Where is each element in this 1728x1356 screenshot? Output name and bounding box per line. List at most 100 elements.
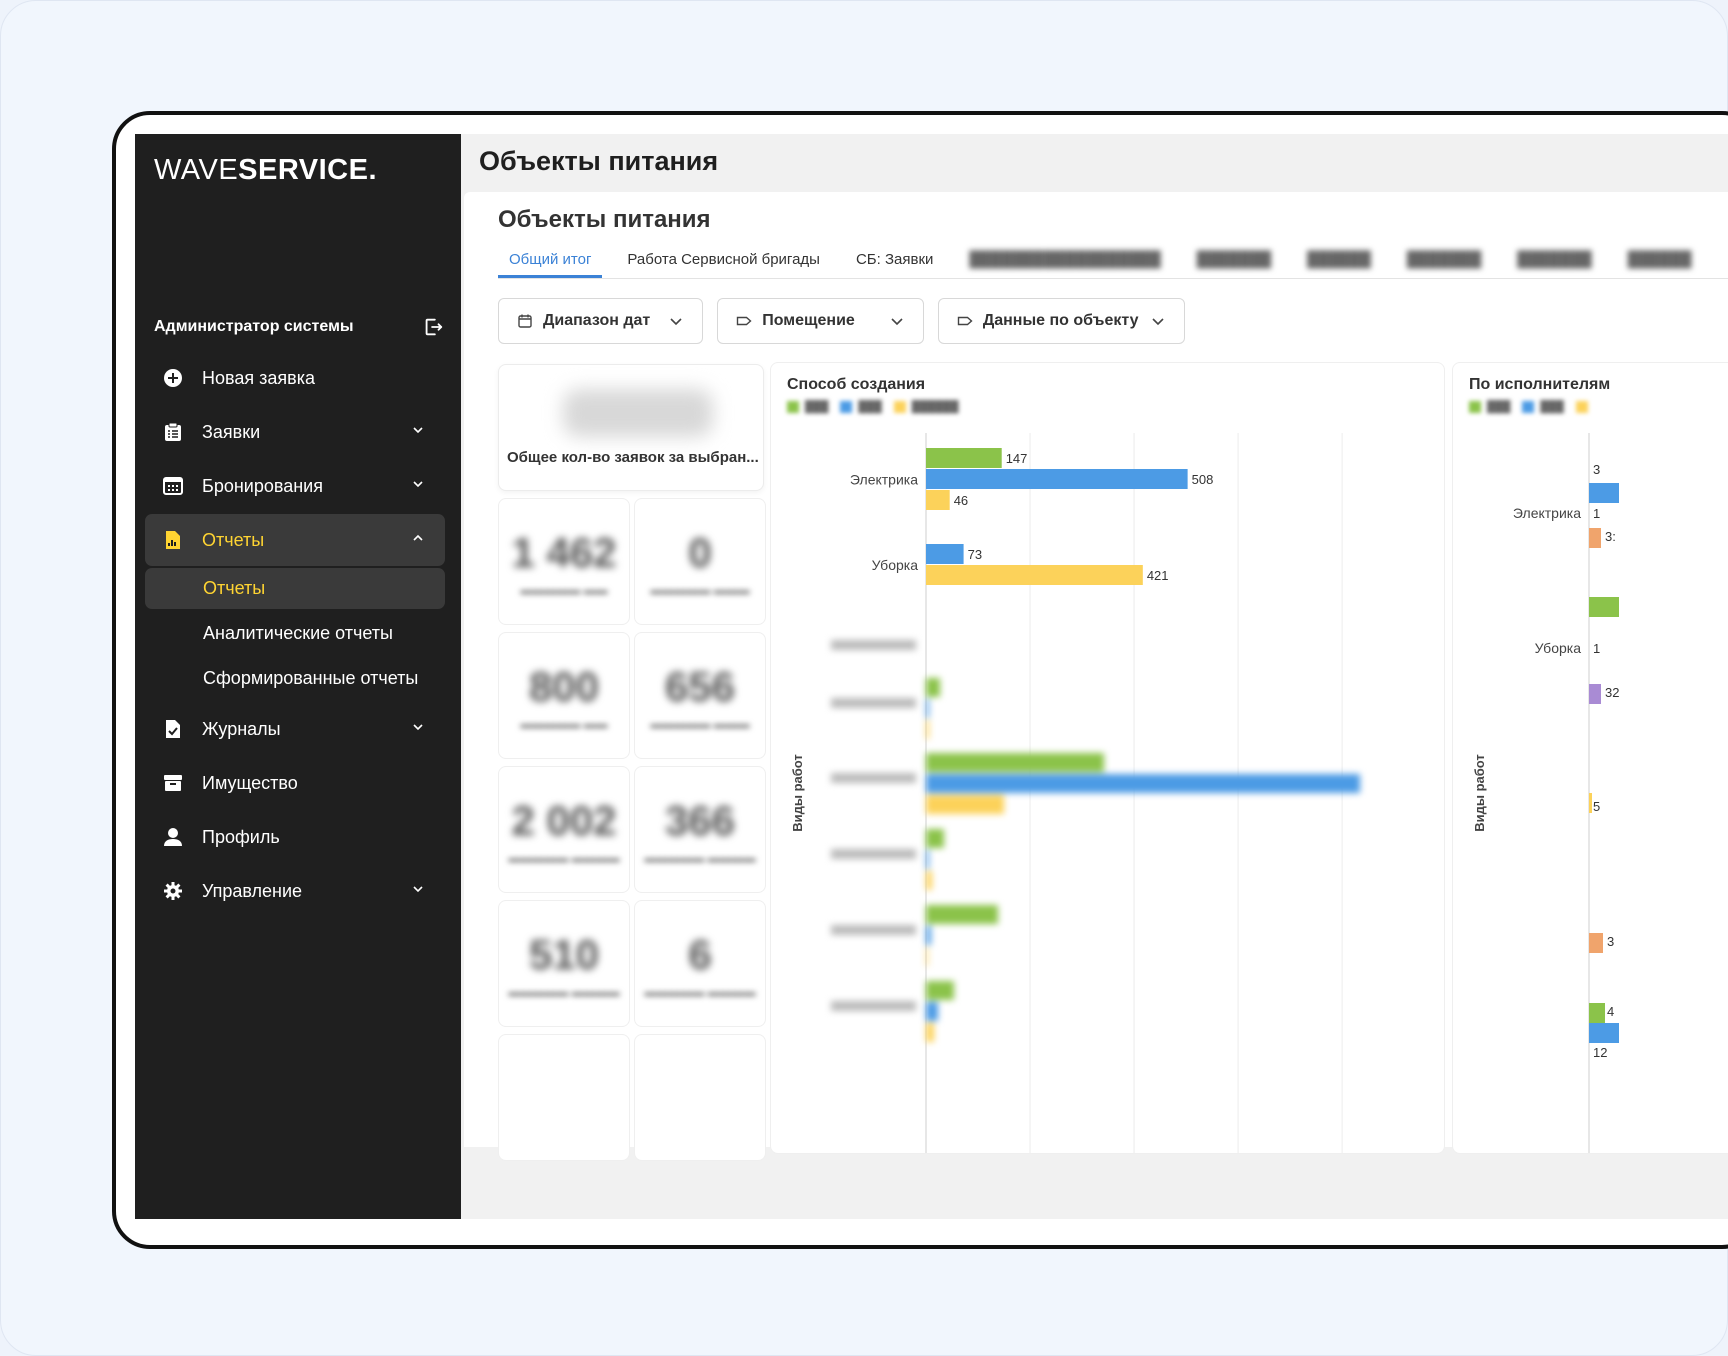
- sidebar-item-management[interactable]: Управление: [145, 865, 445, 917]
- tab-service-team[interactable]: Работа Сервисной бригады: [627, 251, 820, 268]
- stat-label: ▬▬▬▬▬ ▬▬▬▬: [644, 851, 756, 865]
- legend-swatch: [893, 401, 906, 413]
- chart-title: Способ создания: [787, 376, 926, 393]
- stat-card: 1 462 ▬▬▬▬▬ ▬▬: [498, 498, 630, 625]
- sidebar-subitem-generated-reports[interactable]: Сформированные отчеты: [145, 658, 445, 699]
- creation-method-chart: Электрика 147 508 46 Уборка 73 421 Виды работ: [790, 433, 1360, 1153]
- date-range-filter[interactable]: Диапазон дат: [498, 298, 704, 344]
- bar: [926, 490, 950, 510]
- stat-label: ▬▬▬▬▬ ▬▬▬▬: [508, 851, 620, 865]
- clipboard-icon: [162, 421, 184, 443]
- data-label: 73: [968, 547, 982, 562]
- stat-label: ▬▬▬▬▬ ▬▬: [520, 717, 608, 731]
- blurred-bar: [926, 1002, 938, 1021]
- stat-card: 6 ▬▬▬▬▬ ▬▬▬▬: [634, 900, 766, 1027]
- sidebar-item-label: Отчеты: [202, 529, 265, 550]
- blurred-area: [831, 640, 1360, 1042]
- report-tabs: Общий итог Работа Сервисной бригады СБ: …: [498, 244, 1728, 279]
- category-label: Электрика: [1513, 505, 1581, 521]
- sidebar-item-profile[interactable]: Профиль: [145, 811, 445, 863]
- data-label: 3: [1607, 934, 1614, 949]
- sidebar-item-label: Бронирования: [202, 475, 323, 496]
- category-label: Уборка: [872, 557, 919, 573]
- tab-blurred[interactable]: ██████: [1627, 251, 1692, 268]
- blurred-value: [563, 389, 713, 437]
- bar: [926, 469, 1188, 489]
- legend-label: ██████: [911, 401, 959, 413]
- user-name: Администратор системы: [154, 318, 354, 335]
- app-logo: WAVESERVICE.: [154, 154, 377, 187]
- sidebar-subitem-analytic-reports[interactable]: Аналитические отчеты: [145, 613, 445, 654]
- legend-swatch: [840, 401, 853, 413]
- object-data-filter[interactable]: Данные по объекту: [937, 298, 1186, 344]
- stat-value: 0: [688, 529, 712, 576]
- tab-blurred[interactable]: ███████: [1196, 251, 1272, 268]
- sidebar-item-label: Журналы: [202, 718, 281, 739]
- tab-blurred[interactable]: ███████: [1517, 251, 1592, 268]
- logo-text-bold: SERVICE.: [238, 154, 378, 186]
- bar: [1589, 483, 1619, 503]
- sidebar: WAVESERVICE. Администратор системы Новая…: [135, 134, 461, 1219]
- calendar-icon: [518, 314, 532, 328]
- tab-blurred[interactable]: ██████: [1307, 251, 1371, 268]
- bar: [1589, 793, 1592, 813]
- tab-sb-requests[interactable]: СБ: Заявки: [855, 251, 934, 268]
- chevron-down-icon: [413, 724, 423, 731]
- chevron-down-icon: [413, 427, 423, 434]
- bar: [1589, 1023, 1619, 1043]
- chevron-down-icon: [670, 318, 682, 326]
- stat-card: 2 002 ▬▬▬▬▬ ▬▬▬▬: [498, 766, 630, 893]
- category-label: Электрика: [850, 472, 918, 488]
- data-label: 1: [1593, 641, 1600, 656]
- sidebar-nav: Новая заявка Заявки Бронирования Отчеты …: [145, 352, 445, 919]
- legend-label: ███: [1487, 401, 1511, 413]
- tab-blurred[interactable]: ██████████████████: [969, 251, 1161, 268]
- logout-icon[interactable]: [422, 316, 444, 338]
- chevron-up-icon: [413, 534, 423, 541]
- stat-label: ▬▬▬▬▬ ▬▬▬: [650, 717, 750, 731]
- bar: [1589, 1003, 1605, 1023]
- legend-swatch: [1575, 401, 1588, 413]
- stat-value: 1 462: [511, 529, 617, 576]
- sidebar-subitem-reports[interactable]: Отчеты: [145, 568, 445, 609]
- tab-general-total[interactable]: Общий итог: [498, 251, 603, 278]
- blurred-category-label: [831, 773, 916, 783]
- main-area: Объекты питания Объекты питания Общий ит…: [461, 134, 1728, 1219]
- data-label: 1: [1593, 506, 1600, 521]
- stat-label: ▬▬▬▬▬ ▬▬: [520, 583, 608, 597]
- sidebar-item-journals[interactable]: Журналы: [145, 703, 445, 755]
- blurred-bar: [926, 720, 929, 739]
- sidebar-item-label: Профиль: [202, 826, 280, 847]
- data-label: 12: [1593, 1045, 1607, 1060]
- by-executors-chart: Электрика Уборка 3 1 3: 1 32 5 3 4 12 Виды работ: [1472, 433, 1619, 1153]
- stat-card: 510 ▬▬▬▬▬ ▬▬▬▬: [498, 900, 630, 1027]
- app-screen: WAVESERVICE. Администратор системы Новая…: [135, 134, 1728, 1219]
- sidebar-subitem-label: Сформированные отчеты: [203, 668, 419, 688]
- sidebar-item-reports[interactable]: Отчеты: [145, 514, 445, 566]
- filter-label: Диапазон дат: [543, 312, 651, 329]
- sidebar-item-bookings[interactable]: Бронирования: [145, 460, 445, 512]
- data-label: 3: [1593, 462, 1600, 477]
- blurred-category-label: [831, 698, 916, 708]
- tab-blurred[interactable]: ███████: [1406, 251, 1482, 268]
- legend-label: ███: [858, 401, 882, 413]
- data-label: 46: [954, 493, 968, 508]
- calendar-icon: [162, 475, 184, 497]
- data-label: 508: [1192, 472, 1214, 487]
- sidebar-item-label: Новая заявка: [202, 367, 315, 388]
- room-filter[interactable]: Помещение: [717, 298, 924, 344]
- stat-label: ▬▬▬▬▬ ▬▬▬: [650, 583, 750, 597]
- report-file-icon: [162, 529, 184, 551]
- blurred-bar: [926, 905, 998, 924]
- sidebar-item-property[interactable]: Имущество: [145, 757, 445, 809]
- data-label: 421: [1147, 568, 1169, 583]
- total-requests-card: Общее кол-во заявок за выбран...: [498, 364, 764, 491]
- sidebar-item-requests[interactable]: Заявки: [145, 406, 445, 458]
- sidebar-item-new-request[interactable]: Новая заявка: [145, 352, 445, 404]
- blurred-bar: [926, 947, 928, 966]
- checklist-icon: [162, 718, 184, 740]
- stat-value: 800: [528, 663, 600, 710]
- sidebar-subitem-label: Отчеты: [203, 578, 266, 598]
- legend-swatch: [1469, 401, 1481, 413]
- stat-card: 800 ▬▬▬▬▬ ▬▬: [498, 632, 630, 759]
